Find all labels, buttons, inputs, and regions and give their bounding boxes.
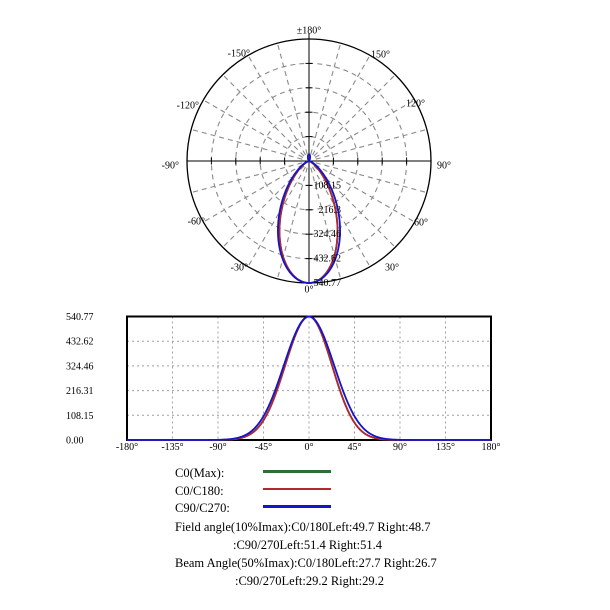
cart-curve-C90C270: [127, 315, 491, 441]
cart-y-tick-label: 432.62: [66, 337, 94, 348]
polar-angle-label: -30°: [231, 263, 248, 274]
cart-x-tick-label: 135°: [436, 442, 455, 453]
polar-spoke: [276, 167, 308, 279]
polar-spoke: [247, 55, 306, 156]
polar-angle-label: ±180°: [297, 26, 322, 37]
polar-spoke: [203, 99, 304, 158]
cart-x-tick-label: 45°: [348, 442, 362, 453]
polar-ring-label: 432.62: [314, 254, 342, 265]
polar-ring-label: 216.3: [319, 205, 342, 216]
polar-spoke: [313, 74, 396, 157]
polar-chart: 108.15 216.3 324.46 432.62 540.77 ±180° -150° 1…: [162, 26, 451, 296]
polar-spoke: [315, 128, 427, 160]
beam-angle-line-1: Beam Angle(50%Imax):C0/180Left:27.7 Righ…: [175, 556, 437, 570]
polar-ring-label: 540.77: [314, 278, 342, 289]
cart-y-tick-label: 0.00: [66, 436, 84, 447]
polar-spoke: [314, 99, 415, 158]
polar-spoke: [315, 162, 427, 194]
cart-x-tick-label: -45°: [255, 442, 272, 453]
polar-spoke: [247, 166, 306, 267]
cartesian-chart: -180° -135° -90° -45° 0° 45° 90° 135° 180° 540.77…: [66, 312, 501, 453]
polar-spoke: [191, 128, 303, 160]
legend-line-c0max: [263, 470, 331, 473]
field-angle-line-1: Field angle(10%Imax):C0/180Left:49.7 Rig…: [175, 520, 431, 534]
legend-line-c90c270: [263, 505, 331, 508]
polar-angle-label: -60°: [188, 217, 205, 228]
cart-y-tick-label: 324.46: [66, 361, 94, 372]
polar-angle-label: 60°: [414, 218, 428, 229]
legend-label-c0max: C0(Max):: [175, 466, 225, 480]
polar-angle-label: 0°: [305, 285, 314, 296]
cart-x-tick-label: -180°: [116, 442, 138, 453]
polar-spoke: [314, 164, 415, 223]
polar-spoke: [203, 164, 304, 223]
beam-angle-line-2: :C90/270Left:29.2 Right:29.2: [235, 574, 384, 588]
cart-y-tick-label: 108.15: [66, 411, 94, 422]
legend-label-c90c270: C90/C270:: [175, 501, 230, 515]
polar-spoke: [222, 74, 305, 157]
cart-y-tick-label: 540.77: [66, 312, 94, 323]
polar-angle-label: 90°: [437, 161, 451, 172]
polar-spoke: [276, 43, 308, 155]
cart-y-tick-label: 216.31: [66, 386, 94, 397]
polar-angle-label: -150°: [228, 49, 250, 60]
cart-x-tick-label: 0°: [305, 442, 314, 453]
polar-angle-label: 30°: [385, 263, 399, 274]
legend-label-c0c180: C0/C180:: [175, 484, 224, 498]
cart-x-tick-label: 180°: [482, 442, 501, 453]
legend-line-c0c180: [263, 487, 331, 491]
polar-angle-label: 150°: [371, 50, 390, 61]
cart-x-tick-label: -90°: [209, 442, 226, 453]
polar-angle-label: 120°: [406, 99, 425, 110]
polar-spoke: [310, 167, 342, 279]
polar-spoke: [310, 43, 342, 155]
polar-angle-label: -120°: [177, 101, 199, 112]
cart-x-tick-label: -135°: [161, 442, 183, 453]
polar-curve-C90C270: [277, 153, 341, 284]
field-angle-line-2: :C90/270Left:51.4 Right:51.4: [233, 538, 382, 552]
polar-angle-label: -90°: [162, 161, 179, 172]
polar-ring-label: 324.46: [314, 229, 342, 240]
cart-x-tick-label: 90°: [393, 442, 407, 453]
polar-spoke: [312, 166, 371, 267]
polar-spoke: [191, 162, 303, 194]
polar-spoke: [312, 55, 371, 156]
polar-ring-label: 108.15: [314, 180, 342, 191]
